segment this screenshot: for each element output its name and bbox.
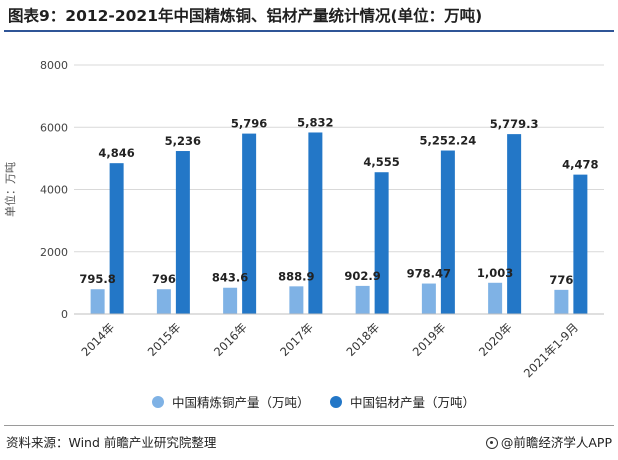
data-label-copper: 888.9 bbox=[278, 269, 314, 283]
y-tick-label: 0 bbox=[61, 308, 68, 321]
footer-rule bbox=[4, 425, 614, 426]
bar-copper bbox=[355, 285, 370, 314]
data-label-aluminum: 5,779.3 bbox=[490, 117, 539, 131]
bar-aluminum bbox=[242, 133, 257, 314]
brand-icon bbox=[485, 437, 498, 449]
legend-item-aluminum: 中国铝材产量（万吨） bbox=[330, 392, 475, 411]
bar-copper bbox=[289, 286, 304, 314]
x-tick-label: 2015年 bbox=[145, 320, 184, 359]
data-label-aluminum: 5,236 bbox=[165, 134, 201, 148]
chart-title: 图表9：2012-2021年中国精炼铜、铝材产量统计情况(单位：万吨) bbox=[8, 7, 483, 25]
data-label-copper: 902.9 bbox=[344, 269, 380, 283]
legend-label-copper: 中国精炼铜产量（万吨） bbox=[172, 395, 310, 410]
bars bbox=[90, 132, 588, 314]
bar-copper bbox=[421, 283, 436, 314]
data-label-copper: 843.6 bbox=[212, 271, 248, 285]
x-tick-label: 2019年 bbox=[410, 320, 449, 359]
x-axis: 2014年 2015年 2016年 2017年 2018年 2019年 2020年 2021年… bbox=[74, 313, 604, 380]
y-tick-label: 2000 bbox=[40, 246, 68, 259]
title-rule bbox=[4, 30, 614, 32]
data-label-copper: 796 bbox=[152, 272, 176, 286]
y-tick-label: 6000 bbox=[40, 121, 68, 134]
legend-item-copper: 中国精炼铜产量（万吨） bbox=[152, 392, 310, 411]
bar-aluminum bbox=[573, 174, 588, 314]
data-label-copper: 795.8 bbox=[79, 272, 115, 286]
data-label-aluminum: 5,796 bbox=[231, 117, 267, 131]
data-label-aluminum: 4,478 bbox=[562, 158, 598, 172]
bar-aluminum bbox=[109, 163, 124, 314]
y-axis-label: 单位：万吨 bbox=[3, 162, 17, 217]
bar-chart: 0 2000 4000 6000 8000 单位：万吨 795.8 4,846 796 5,2… bbox=[3, 59, 604, 380]
data-label-copper: 776 bbox=[549, 273, 573, 287]
bar-aluminum bbox=[440, 150, 455, 314]
brand-text: @前瞻经济学人APP bbox=[500, 435, 612, 450]
legend-swatch-aluminum bbox=[330, 395, 342, 408]
bar-aluminum bbox=[507, 134, 522, 314]
bar-copper bbox=[156, 289, 171, 314]
x-tick-label: 2021年1-9月 bbox=[521, 320, 581, 380]
y-axis: 0 2000 4000 6000 8000 bbox=[40, 59, 68, 321]
x-tick-label: 2018年 bbox=[344, 320, 383, 359]
source-note: 资料来源：Wind 前瞻产业研究院整理 bbox=[6, 435, 217, 450]
bar-aluminum bbox=[374, 172, 389, 314]
legend-label-aluminum: 中国铝材产量（万吨） bbox=[350, 395, 476, 410]
data-label-aluminum: 4,555 bbox=[363, 155, 399, 169]
data-label-aluminum: 5,832 bbox=[297, 115, 333, 129]
data-labels: 795.8 4,846 796 5,236 843.6 5,796 888.9 5,832 90… bbox=[79, 115, 598, 286]
x-tick-label: 2020年 bbox=[476, 320, 515, 359]
x-tick-label: 2016年 bbox=[211, 320, 250, 359]
bar-copper bbox=[90, 289, 105, 314]
bar-copper bbox=[554, 289, 569, 314]
bar-aluminum bbox=[308, 132, 323, 314]
x-tick-label: 2017年 bbox=[277, 320, 316, 359]
y-tick-label: 4000 bbox=[40, 184, 68, 197]
y-tick-label: 8000 bbox=[40, 59, 68, 72]
data-label-aluminum: 5,252.24 bbox=[420, 134, 477, 148]
data-label-copper: 1,003 bbox=[477, 266, 513, 280]
legend-swatch-copper bbox=[152, 395, 164, 408]
bar-copper bbox=[488, 282, 503, 314]
data-label-aluminum: 4,846 bbox=[98, 146, 134, 160]
legend: 中国精炼铜产量（万吨） 中国铝材产量（万吨） bbox=[0, 392, 618, 418]
brand-credit: @前瞻经济学人APP bbox=[485, 432, 612, 451]
bar-aluminum bbox=[175, 151, 190, 314]
bar-copper bbox=[223, 287, 238, 314]
data-label-copper: 978.47 bbox=[407, 267, 451, 281]
x-tick-label: 2014年 bbox=[79, 320, 118, 359]
